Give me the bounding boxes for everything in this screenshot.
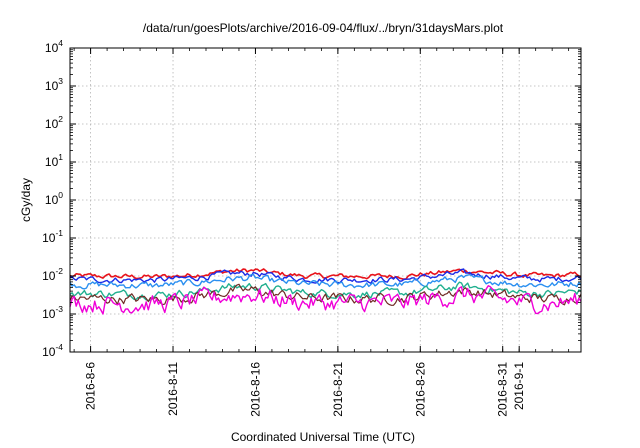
y-tick-label: 102 <box>45 114 63 131</box>
y-tick-label: 101 <box>45 152 63 169</box>
x-tick-labels: 2016-8-6 2016-8-11 2016-8-16 2016-8-21 2016-… <box>84 362 527 417</box>
series-line-2 <box>69 268 582 284</box>
x-tick-label: 2016-8-6 <box>84 362 98 410</box>
series-line-4 <box>69 281 582 302</box>
y-axis-label: cGy/day <box>19 178 33 222</box>
y-tick-label: 10-4 <box>42 342 63 359</box>
x-tick-label: 2016-8-31 <box>496 362 510 417</box>
series-line-3 <box>69 273 582 290</box>
axis-ticks <box>70 47 581 353</box>
y-tick-labels: 104 103 102 101 100 10-1 10-2 10-3 10-4 <box>42 38 63 359</box>
y-tick-label: 103 <box>45 76 63 93</box>
series-line-5 <box>69 283 582 306</box>
x-tick-label: 2016-9-1 <box>512 362 526 410</box>
y-tick-label: 10-2 <box>42 266 63 283</box>
y-tick-label: 100 <box>45 190 63 207</box>
y-tick-label: 10-1 <box>42 228 63 245</box>
series-line-6 <box>69 285 582 315</box>
y-tick-label: 10-3 <box>42 304 63 321</box>
y-tick-label: 104 <box>45 38 63 55</box>
series-lines <box>69 268 582 315</box>
x-tick-label: 2016-8-21 <box>331 362 345 417</box>
x-tick-label: 2016-8-26 <box>413 362 427 417</box>
x-axis-label: Coordinated Universal Time (UTC) <box>231 430 415 444</box>
x-tick-label: 2016-8-16 <box>248 362 262 417</box>
grid-lines <box>70 48 581 352</box>
x-tick-label: 2016-8-11 <box>166 362 180 416</box>
chart-title: /data/run/goesPlots/archive/2016-09-04/f… <box>143 21 504 35</box>
